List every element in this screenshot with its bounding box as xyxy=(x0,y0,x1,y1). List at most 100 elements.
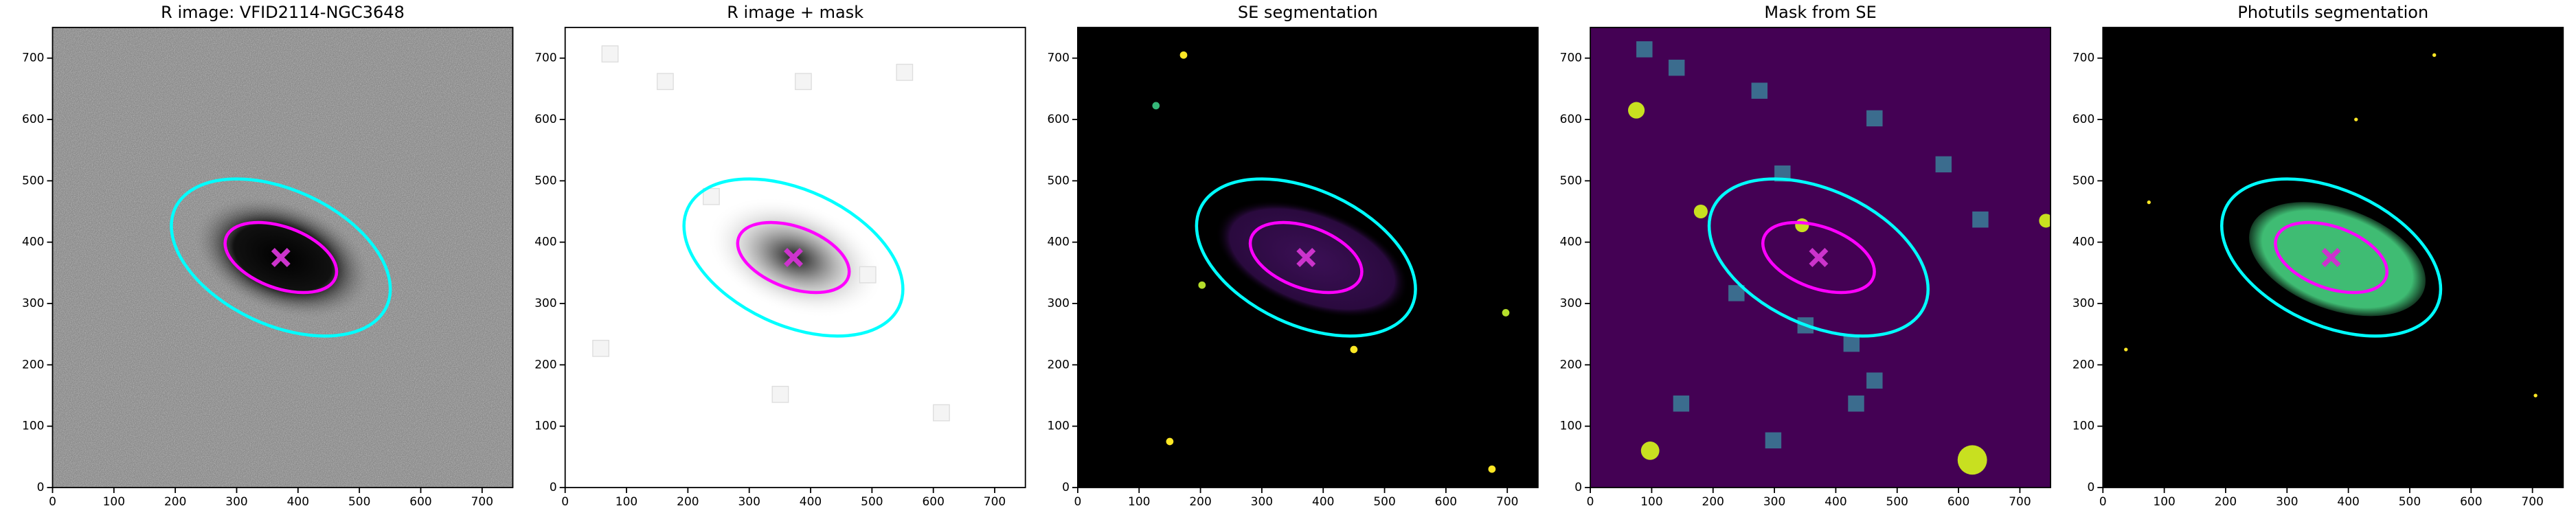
y-tick-label: 600 xyxy=(22,113,44,126)
segment xyxy=(2249,202,2426,317)
masked-region xyxy=(1866,110,1883,127)
x-tick-label: 400 xyxy=(1824,495,1846,509)
axes-frame xyxy=(564,27,1026,488)
x-tick-label: 300 xyxy=(1763,495,1785,509)
masked-region xyxy=(1848,396,1864,412)
y-tick-label: 700 xyxy=(22,52,44,65)
y-tick-label: 100 xyxy=(22,420,44,433)
x-tick-label: 400 xyxy=(287,495,309,509)
masked-region xyxy=(1640,442,1660,460)
masked-region xyxy=(1972,211,1989,228)
center-marker xyxy=(271,248,291,267)
y-tick-label: 400 xyxy=(2072,236,2094,249)
masked-region xyxy=(933,404,950,422)
x-tick-label: 600 xyxy=(922,495,944,509)
y-tick-label: 100 xyxy=(534,420,556,433)
masked-region xyxy=(771,385,789,403)
masked-region xyxy=(2039,214,2051,228)
x-tick-label: 400 xyxy=(1312,495,1334,509)
masked-region xyxy=(1669,59,1685,76)
aperture-ellipse xyxy=(1195,177,1417,338)
segment xyxy=(1166,437,1174,446)
axes-frame xyxy=(1077,27,1539,488)
masked-region xyxy=(1636,41,1653,58)
panel-title: SE segmentation xyxy=(1238,3,1378,22)
y-tick-label: 0 xyxy=(550,481,557,494)
y-tick-label: 500 xyxy=(534,174,556,187)
segment xyxy=(1488,465,1496,473)
masked-region xyxy=(601,45,619,62)
x-tick-label: 300 xyxy=(738,495,760,509)
x-tick-label: 600 xyxy=(2460,495,2482,509)
panel xyxy=(1077,27,1538,488)
image-content xyxy=(1152,51,1510,473)
y-tick-label: 700 xyxy=(534,52,556,65)
center-marker xyxy=(1296,248,1316,267)
segment xyxy=(2354,117,2358,122)
segment xyxy=(2533,393,2538,398)
panel xyxy=(565,27,1026,488)
y-tick-label: 100 xyxy=(2072,420,2094,433)
panel xyxy=(2103,27,2564,488)
axes-frame xyxy=(2102,27,2564,488)
x-tick-label: 200 xyxy=(1702,495,1724,509)
y-tick-label: 0 xyxy=(1062,481,1070,494)
segment xyxy=(1502,309,1510,317)
y-tick-label: 200 xyxy=(534,358,556,371)
y-tick-label: 400 xyxy=(534,236,556,249)
masked-region xyxy=(1765,432,1782,449)
y-tick-label: 500 xyxy=(2072,174,2094,187)
y-tick-label: 200 xyxy=(1047,358,1069,371)
x-tick-label: 100 xyxy=(103,495,125,509)
y-tick-label: 600 xyxy=(534,113,556,126)
x-tick-label: 100 xyxy=(615,495,637,509)
y-tick-label: 300 xyxy=(2072,297,2094,310)
x-tick-label: 700 xyxy=(471,495,493,509)
axes-frame xyxy=(52,27,514,488)
masked-region xyxy=(703,187,720,205)
aperture-ellipse xyxy=(1707,177,1930,338)
y-tick-label: 600 xyxy=(1047,113,1069,126)
segment xyxy=(1198,281,1206,289)
aperture-ellipse xyxy=(170,177,392,338)
aperture-ellipse xyxy=(1761,220,1876,295)
aperture-ellipse xyxy=(223,220,339,295)
y-tick-label: 500 xyxy=(22,174,44,187)
y-tick-label: 400 xyxy=(1047,236,1069,249)
y-tick-label: 700 xyxy=(1047,52,1069,65)
masked-region xyxy=(896,63,914,81)
axes-frame xyxy=(1590,27,2052,488)
x-tick-label: 600 xyxy=(1435,495,1457,509)
x-tick-label: 200 xyxy=(164,495,186,509)
aperture-ellipse xyxy=(736,220,851,295)
x-tick-label: 0 xyxy=(2099,495,2107,509)
masked-region xyxy=(795,73,812,91)
x-tick-label: 0 xyxy=(561,495,569,509)
y-tick-label: 300 xyxy=(1560,297,1582,310)
x-tick-label: 500 xyxy=(1886,495,1908,509)
x-tick-label: 700 xyxy=(2521,495,2543,509)
panel-title: R image: VFID2114-NGC3648 xyxy=(161,3,405,22)
panel xyxy=(1590,27,2051,488)
y-tick-label: 200 xyxy=(1560,358,1582,371)
aperture-ellipse xyxy=(1248,220,1364,295)
masked-region xyxy=(1728,285,1745,301)
x-tick-label: 500 xyxy=(1373,495,1395,509)
x-tick-label: 400 xyxy=(2337,495,2359,509)
center-marker xyxy=(784,248,803,267)
segment xyxy=(2432,53,2437,57)
x-tick-label: 400 xyxy=(800,495,822,509)
center-marker xyxy=(2321,248,2341,267)
x-tick-label: 0 xyxy=(1074,495,1081,509)
segment xyxy=(2147,200,2151,205)
y-tick-label: 700 xyxy=(2072,52,2094,65)
aperture-ellipse xyxy=(2274,220,2389,295)
x-tick-label: 500 xyxy=(2399,495,2421,509)
masked-region xyxy=(1795,218,1809,233)
x-tick-label: 300 xyxy=(225,495,247,509)
masked-region xyxy=(1866,372,1883,389)
segment xyxy=(1152,102,1160,110)
masked-region xyxy=(592,339,610,357)
x-tick-label: 500 xyxy=(348,495,370,509)
y-tick-label: 400 xyxy=(1560,236,1582,249)
